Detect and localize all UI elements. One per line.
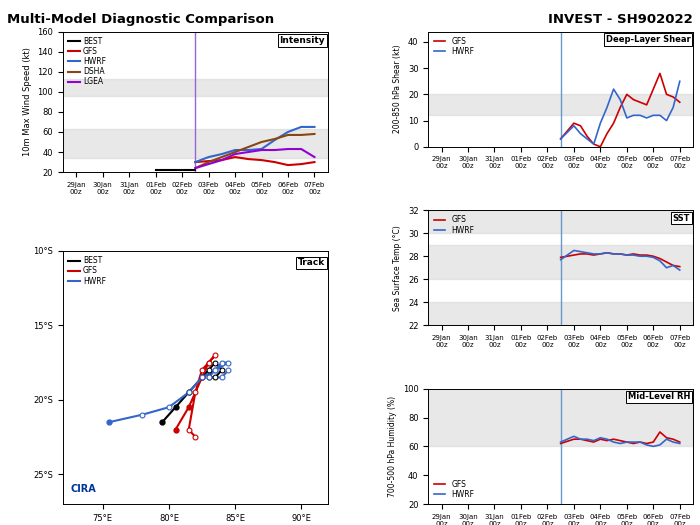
- Bar: [428, 302, 693, 326]
- Text: Track: Track: [298, 258, 325, 267]
- Text: INVEST - SH902022: INVEST - SH902022: [548, 13, 693, 26]
- Bar: [428, 210, 693, 233]
- Bar: [428, 388, 693, 446]
- Legend: GFS, HWRF: GFS, HWRF: [432, 35, 476, 58]
- Y-axis label: 200-850 hPa Shear (kt): 200-850 hPa Shear (kt): [393, 45, 402, 133]
- Legend: BEST, GFS, HWRF: BEST, GFS, HWRF: [66, 255, 107, 287]
- Bar: [63, 129, 328, 158]
- Text: Multi-Model Diagnostic Comparison: Multi-Model Diagnostic Comparison: [7, 13, 274, 26]
- Bar: [428, 94, 693, 116]
- Y-axis label: Sea Surface Temp (°C): Sea Surface Temp (°C): [393, 225, 402, 311]
- Legend: GFS, HWRF: GFS, HWRF: [432, 478, 476, 500]
- Bar: [63, 79, 328, 96]
- Legend: GFS, HWRF: GFS, HWRF: [432, 214, 476, 236]
- Text: Mid-Level RH: Mid-Level RH: [628, 392, 690, 401]
- Y-axis label: 10m Max Wind Speed (kt): 10m Max Wind Speed (kt): [23, 47, 32, 156]
- Legend: BEST, GFS, HWRF, DSHA, LGEA: BEST, GFS, HWRF, DSHA, LGEA: [66, 35, 107, 88]
- Y-axis label: 700-500 hPa Humidity (%): 700-500 hPa Humidity (%): [389, 396, 398, 497]
- Text: CIRA: CIRA: [71, 484, 97, 494]
- Text: SST: SST: [673, 214, 690, 223]
- Text: Intensity: Intensity: [279, 36, 325, 45]
- Text: Deep-Layer Shear: Deep-Layer Shear: [606, 35, 690, 44]
- Bar: [428, 245, 693, 279]
